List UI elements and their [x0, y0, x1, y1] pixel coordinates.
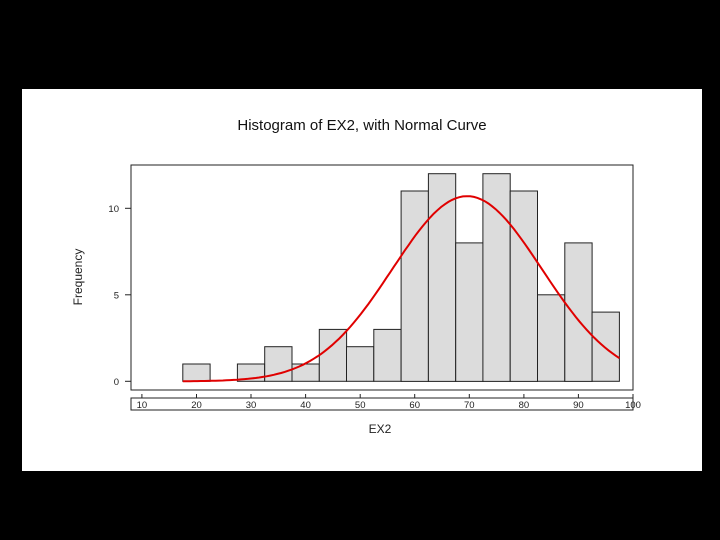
- histogram-bar-55: [373, 328, 402, 382]
- histogram-bar-80: [509, 190, 539, 382]
- x-tick-label: 20: [191, 400, 202, 411]
- x-tick-label: 80: [519, 400, 530, 411]
- histogram-bar-85: [537, 294, 566, 382]
- x-axis-label: EX2: [369, 422, 392, 436]
- y-tick-label: 0: [114, 377, 119, 388]
- histogram-bar-60: [400, 190, 429, 382]
- histogram-bar-70: [455, 242, 484, 382]
- plot-frame: [130, 164, 634, 391]
- histogram-bar-50: [346, 346, 375, 382]
- curve-layer: [182, 195, 620, 383]
- histogram-bar-95: [591, 311, 620, 382]
- histogram-chart: 10 20 30 40 50 60 70 80 90 100 0 5 10 EX2 Frequency: [71, 164, 641, 436]
- x-tick-label: 30: [246, 400, 257, 411]
- x-tick-label: 70: [464, 400, 475, 411]
- y-axis-ticks: 0 5 10: [108, 204, 131, 388]
- x-tick-label: 10: [137, 400, 148, 411]
- histogram-bar-40: [291, 363, 320, 382]
- y-tick-label: 5: [114, 290, 119, 301]
- histogram-bar-20: [182, 363, 211, 382]
- x-tick-label: 60: [409, 400, 420, 411]
- histogram-bar-75: [482, 173, 511, 382]
- x-axis-ticks: 10 20 30 40 50 60 70 80 90 100: [137, 394, 641, 411]
- histogram-bar-45: [318, 328, 348, 382]
- chart-title: Histogram of EX2, with Normal Curve: [237, 117, 487, 134]
- x-tick-label: 100: [625, 400, 641, 411]
- x-tick-label: 50: [355, 400, 366, 411]
- histogram-bar-65: [427, 173, 457, 382]
- bars-layer: [182, 173, 620, 382]
- x-tick-label: 90: [573, 400, 584, 411]
- x-tick-label: 40: [300, 400, 311, 411]
- histogram-bar-90: [564, 242, 593, 382]
- slide-background: Histogram of EX2, with Normal Curve 10 20…: [22, 89, 702, 471]
- y-axis-label: Frequency: [71, 249, 85, 306]
- x-axis-frame: [130, 397, 634, 411]
- normal-curve: [182, 195, 620, 383]
- y-tick-label: 10: [108, 204, 119, 215]
